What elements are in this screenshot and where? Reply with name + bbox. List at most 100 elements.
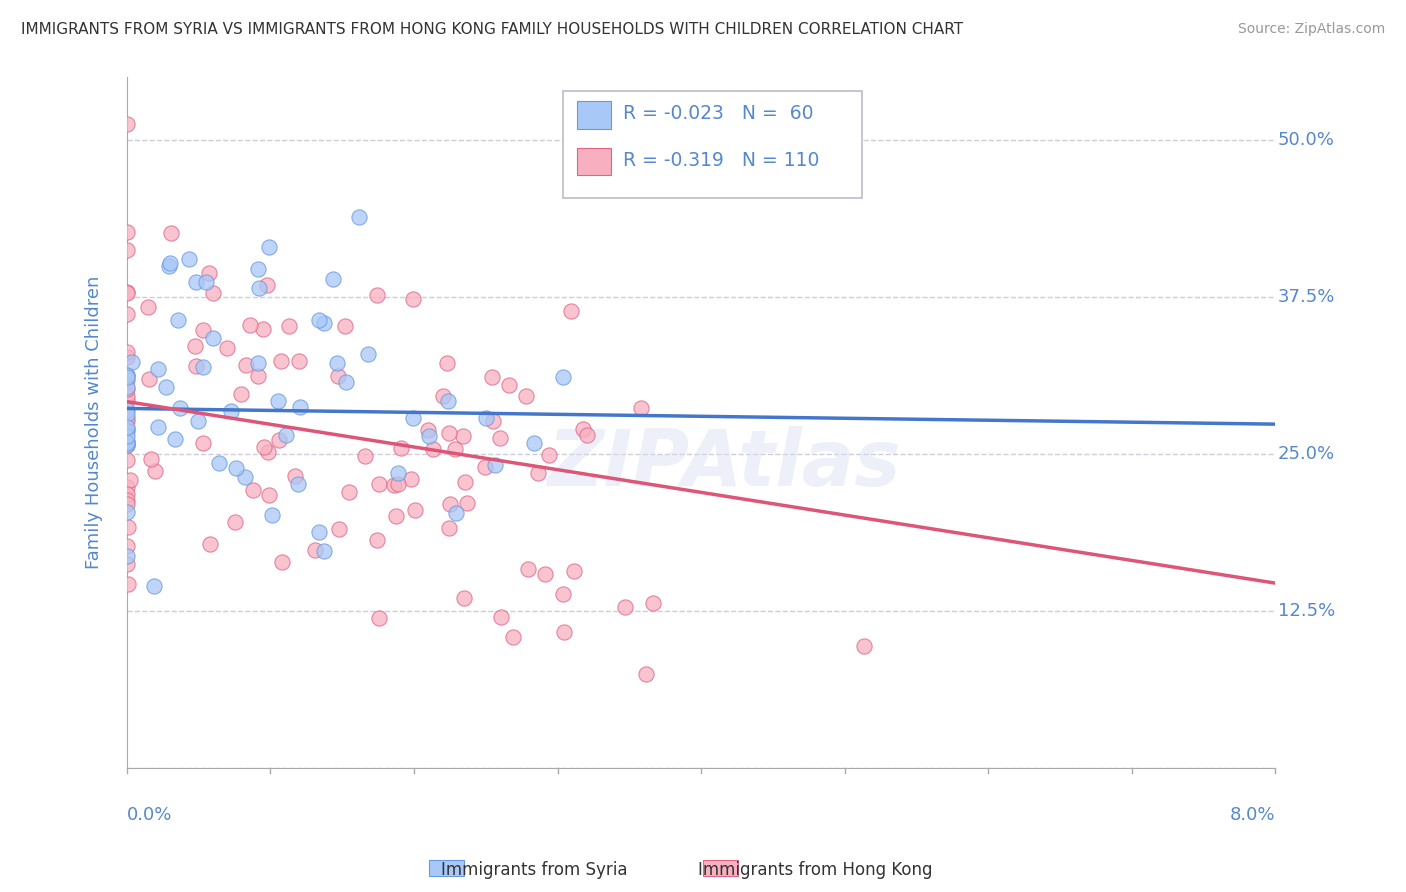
Point <box>439 497 461 511</box>
Point <box>229 387 252 401</box>
Point <box>115 382 138 396</box>
Point <box>225 460 247 475</box>
Point <box>366 533 388 547</box>
Point <box>201 285 224 300</box>
Point <box>474 459 496 474</box>
Point <box>613 600 636 615</box>
Point <box>328 369 350 384</box>
Point <box>551 370 574 384</box>
Point <box>117 520 139 534</box>
Bar <box>576 148 612 176</box>
Point <box>115 434 138 449</box>
Point <box>418 423 440 437</box>
Point <box>288 353 311 368</box>
Point <box>475 411 498 425</box>
Point <box>253 440 276 454</box>
Point <box>553 625 575 640</box>
Point <box>443 442 465 456</box>
Point <box>115 403 138 417</box>
Point <box>335 318 357 333</box>
Point <box>115 117 138 131</box>
Point <box>184 339 207 353</box>
Point <box>249 281 271 295</box>
Point <box>266 394 288 409</box>
Point <box>115 438 138 452</box>
Point <box>391 441 413 455</box>
Point <box>115 505 138 519</box>
Text: R = -0.023   N =  60: R = -0.023 N = 60 <box>623 103 814 123</box>
Text: Immigrants from Hong Kong: Immigrants from Hong Kong <box>699 861 932 879</box>
Text: 0.0%: 0.0% <box>127 805 173 823</box>
Point <box>224 515 246 529</box>
Point <box>115 480 138 494</box>
Point <box>115 539 138 553</box>
Point <box>115 428 138 442</box>
Point <box>328 522 350 536</box>
Point <box>191 436 214 450</box>
Point <box>481 370 503 384</box>
Point <box>115 487 138 501</box>
Point <box>515 388 537 402</box>
Point <box>159 256 181 270</box>
Point <box>115 389 138 403</box>
Point <box>252 321 274 335</box>
Point <box>576 428 599 442</box>
Point <box>404 503 426 517</box>
Point <box>246 356 269 370</box>
Point <box>335 375 357 389</box>
Text: 12.5%: 12.5% <box>1278 602 1334 620</box>
Point <box>367 611 389 625</box>
Point <box>256 277 278 292</box>
Point <box>115 422 138 436</box>
Bar <box>576 101 612 128</box>
Point <box>198 537 221 551</box>
Point <box>115 434 138 449</box>
Point <box>143 464 166 478</box>
Point <box>257 488 280 502</box>
Point <box>367 477 389 491</box>
Text: R = -0.319   N = 110: R = -0.319 N = 110 <box>623 151 820 169</box>
Point <box>115 373 138 387</box>
Point <box>160 226 183 240</box>
Point <box>115 411 138 425</box>
Point <box>259 240 281 254</box>
Bar <box>429 860 464 876</box>
Point <box>630 401 652 415</box>
Point <box>115 307 138 321</box>
Point <box>437 426 460 441</box>
Point <box>444 506 467 520</box>
Point <box>314 544 336 558</box>
Text: 25.0%: 25.0% <box>1278 445 1334 463</box>
FancyBboxPatch shape <box>564 91 862 198</box>
Point <box>115 496 138 510</box>
Point <box>169 401 191 416</box>
Point <box>498 378 520 392</box>
Point <box>115 557 138 571</box>
Point <box>219 404 242 418</box>
Point <box>208 457 231 471</box>
Point <box>138 372 160 386</box>
Point <box>195 275 218 289</box>
Point <box>271 555 294 569</box>
Point <box>562 564 585 578</box>
Point <box>117 577 139 591</box>
Point <box>533 567 555 582</box>
Point <box>387 476 409 491</box>
Point <box>115 369 138 384</box>
Point <box>239 318 262 332</box>
Point <box>489 609 512 624</box>
Point <box>517 562 540 576</box>
Text: 37.5%: 37.5% <box>1278 288 1334 306</box>
Point <box>453 591 475 605</box>
Point <box>432 389 454 403</box>
Point <box>523 436 546 450</box>
Point <box>308 313 330 327</box>
Point <box>197 266 219 280</box>
Point <box>422 442 444 456</box>
Point <box>387 467 409 481</box>
Point <box>146 419 169 434</box>
Point <box>553 587 575 601</box>
Point <box>148 361 170 376</box>
Point <box>385 508 408 523</box>
Point <box>456 495 478 509</box>
